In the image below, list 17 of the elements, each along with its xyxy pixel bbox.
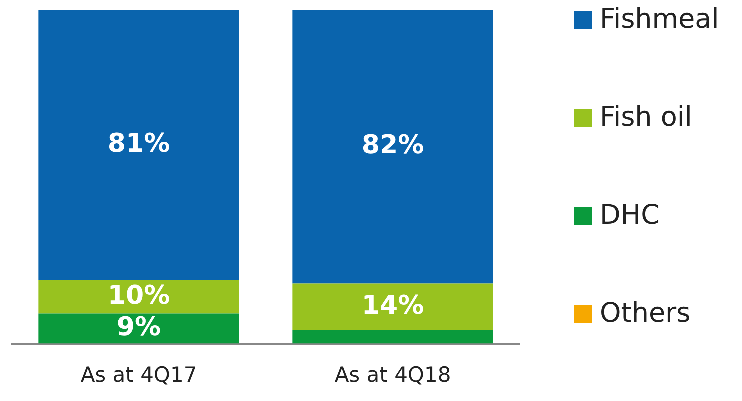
bar — [292, 10, 494, 284]
bar — [292, 284, 494, 330]
x-tick-label: As at 4Q18 — [334, 362, 452, 387]
bar — [38, 10, 240, 280]
legend-label: Fish oil — [600, 102, 692, 133]
bar — [38, 280, 240, 314]
legend-label: Others — [600, 298, 691, 329]
data-label: 81% — [108, 128, 170, 159]
legend-label: Fishmeal — [600, 4, 720, 35]
bar — [38, 314, 240, 344]
data-label: 10% — [108, 280, 170, 311]
data-label: 9% — [116, 312, 162, 343]
x-tick-label: As at 4Q17 — [80, 362, 198, 387]
data-label: 14% — [362, 290, 424, 321]
bar — [292, 330, 494, 344]
legend-label: DHC — [600, 200, 660, 231]
data-label: 82% — [362, 130, 424, 161]
